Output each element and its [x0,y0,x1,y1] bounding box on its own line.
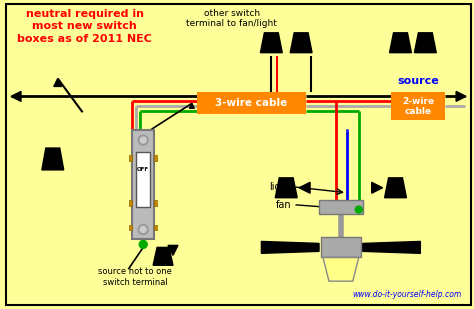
Polygon shape [414,33,436,53]
Polygon shape [42,148,64,170]
Bar [129,225,132,231]
Polygon shape [390,33,411,53]
Polygon shape [384,178,406,198]
Text: neutral required in
most new switch
boxes as of 2011 NEC: neutral required in most new switch boxe… [17,9,152,44]
Bar [154,155,157,161]
Bar [129,200,132,206]
Bar [391,92,445,120]
Text: light: light [269,182,291,192]
Text: www.do-it-yourself-help.com: www.do-it-yourself-help.com [353,290,462,299]
Text: source: source [397,76,439,87]
Polygon shape [299,182,310,193]
Bar [136,152,150,207]
Polygon shape [323,257,359,281]
Bar [197,92,306,114]
Polygon shape [54,78,62,87]
Circle shape [356,206,362,213]
Circle shape [140,137,146,143]
Polygon shape [260,33,283,53]
Polygon shape [290,33,312,53]
Bar [319,200,363,214]
Polygon shape [372,182,383,193]
Polygon shape [153,248,173,265]
Circle shape [138,135,148,145]
Text: source hot to one
switch terminal: source hot to one switch terminal [98,267,172,287]
Polygon shape [190,103,194,108]
Bar [132,130,154,239]
Text: 3-wire cable: 3-wire cable [215,98,288,108]
Polygon shape [275,178,297,198]
Bar [154,200,157,206]
Text: other switch
terminal to fan/light: other switch terminal to fan/light [186,9,277,28]
Text: 2-wire
cable: 2-wire cable [402,97,434,116]
Polygon shape [456,91,466,101]
Polygon shape [11,91,21,101]
Text: fan: fan [275,200,291,210]
Circle shape [138,225,148,235]
Bar [321,237,361,257]
Circle shape [139,240,147,248]
Polygon shape [363,241,420,253]
Bar [129,155,132,161]
Bar [154,225,157,231]
Text: OFF: OFF [137,167,149,172]
Polygon shape [168,245,178,255]
Polygon shape [261,241,319,253]
Circle shape [140,226,146,232]
